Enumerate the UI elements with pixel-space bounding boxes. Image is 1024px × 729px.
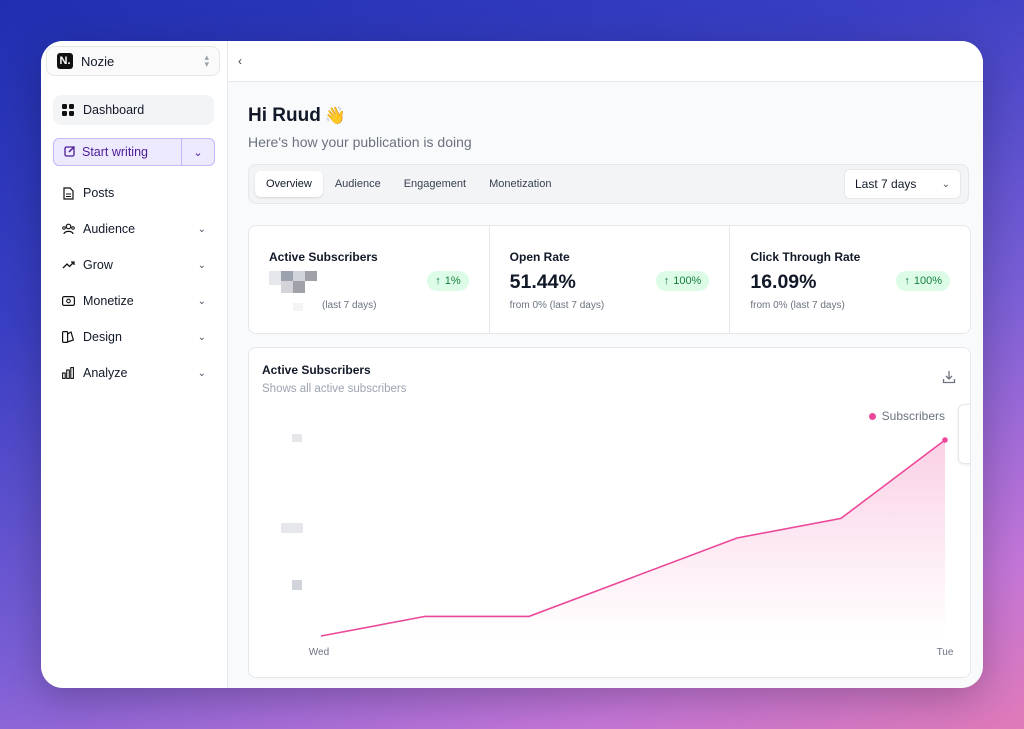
chart-legend: Subscribers: [868, 409, 945, 423]
date-range-value: Last 7 days: [855, 177, 917, 191]
greeting-text: Hi Ruud: [248, 105, 321, 126]
subscribers-chart-card: Wed Tue Active Subscribers Shows all acti…: [248, 347, 971, 678]
chevron-left-icon: ‹: [238, 54, 242, 68]
change-badge: ↑ 1%: [427, 271, 469, 291]
stat-click-through-rate: Click Through Rate 16.09% from 0% (last …: [730, 226, 970, 333]
stat-subtext: from 0% (last 7 days): [750, 300, 845, 311]
pencil-square-icon: [64, 145, 76, 160]
stat-value: 16.09%: [750, 271, 817, 293]
tab-bar: Overview Audience Engagement Monetizatio…: [248, 164, 969, 204]
change-value: 1%: [444, 275, 461, 287]
start-writing-label: Start writing: [82, 145, 148, 159]
app-window: N. Nozie ▴ ▾ Dashboard Start writing ⌄: [41, 41, 983, 688]
stat-title: Click Through Rate: [750, 250, 861, 264]
legend-label: Subscribers: [881, 409, 945, 423]
sidebar-item-label: Monetize: [83, 294, 134, 308]
start-writing-button[interactable]: Start writing: [54, 139, 181, 165]
sidebar-item-label: Analyze: [83, 366, 128, 380]
wave-emoji-icon: 👋: [324, 106, 346, 125]
sidebar-item-label: Dashboard: [83, 103, 145, 117]
tab-engagement[interactable]: Engagement: [403, 178, 467, 190]
sidebar-item-posts[interactable]: Posts: [53, 178, 214, 208]
arrow-up-icon: ↑: [435, 275, 441, 287]
people-icon: [61, 222, 75, 236]
start-writing-dropdown[interactable]: ⌄: [181, 139, 214, 165]
subscribers-chart: Wed Tue: [309, 437, 954, 658]
download-icon[interactable]: [942, 370, 956, 384]
chevron-down-icon: ⌄: [197, 367, 206, 379]
top-bar: ‹: [228, 41, 983, 82]
stat-value: 51.44%: [509, 271, 576, 293]
chevron-down-icon: ⌄: [197, 259, 206, 271]
publication-name: Nozie: [81, 53, 115, 69]
stats-row: Active Subscribers (last 7 days) ↑ 1%: [248, 225, 971, 334]
main-content: ‹ Hi Ruud 👋 Here's how your publication i…: [228, 41, 983, 688]
data-point-active[interactable]: [942, 437, 948, 443]
sidebar-item-audience[interactable]: Audience ⌄: [53, 214, 214, 244]
brand-logo: N.: [57, 53, 73, 69]
sidebar-item-monetize[interactable]: Monetize ⌄: [53, 286, 214, 316]
trend-up-icon: [61, 258, 75, 272]
tab-monetization[interactable]: Monetization: [489, 178, 552, 190]
bar-chart-icon: [61, 366, 75, 380]
sidebar-item-analyze[interactable]: Analyze ⌄: [53, 358, 214, 388]
chevron-down-icon: ⌄: [197, 295, 206, 307]
document-icon: [61, 186, 75, 200]
chevron-down-icon: ⌄: [193, 146, 203, 159]
palette-icon: [61, 330, 75, 344]
redacted-y-tick: [292, 580, 302, 590]
sidebar: N. Nozie ▴ ▾ Dashboard Start writing ⌄: [41, 41, 228, 688]
tab-audience[interactable]: Audience: [334, 178, 381, 190]
sidebar-item-label: Grow: [83, 258, 113, 272]
series-area: [321, 440, 945, 636]
sidebar-item-label: Posts: [83, 186, 115, 200]
change-badge: ↑ 100%: [655, 271, 710, 291]
chart-subtitle: Shows all active subscribers: [262, 383, 407, 395]
grid-icon: [61, 103, 75, 117]
stat-title: Active Subscribers: [269, 250, 378, 264]
chart-title: Active Subscribers: [262, 363, 371, 377]
chevron-down-icon: ⌄: [941, 178, 950, 190]
money-icon: [61, 294, 75, 308]
redacted-y-tick: [281, 523, 303, 533]
chart-tooltip: [958, 404, 970, 464]
arrow-up-icon: ↑: [904, 275, 910, 287]
change-badge: ↑ 100%: [896, 271, 951, 291]
chevron-down-icon: ⌄: [197, 223, 206, 235]
stat-open-rate: Open Rate 51.44% from 0% (last 7 days) ↑…: [490, 226, 731, 333]
sidebar-item-design[interactable]: Design ⌄: [53, 322, 214, 352]
sidebar-item-label: Audience: [83, 222, 136, 236]
chevron-updown-icon: ▴ ▾: [204, 52, 209, 69]
stat-subtext: (last 7 days): [322, 300, 377, 311]
series-line-subscribers: [320, 439, 946, 637]
sidebar-item-dashboard[interactable]: Dashboard: [53, 95, 214, 125]
sidebar-item-grow[interactable]: Grow ⌄: [53, 250, 214, 280]
redacted-y-tick: [292, 434, 302, 442]
stat-active-subscribers: Active Subscribers (last 7 days) ↑ 1%: [249, 226, 490, 333]
redacted-value: [269, 271, 317, 311]
change-value: 100%: [673, 275, 702, 287]
sidebar-item-label: Design: [83, 330, 122, 344]
stat-title: Open Rate: [509, 250, 570, 264]
stat-subtext: from 0% (last 7 days): [509, 300, 605, 311]
tab-overview[interactable]: Overview: [255, 171, 323, 197]
collapse-sidebar-button[interactable]: ‹: [229, 48, 251, 74]
page-subtitle: Here's how your publication is doing: [248, 134, 472, 150]
x-tick-label: Wed: [309, 647, 329, 658]
date-range-select[interactable]: Last 7 days ⌄: [844, 169, 961, 199]
change-value: 100%: [913, 275, 943, 287]
page-title: Hi Ruud 👋: [248, 105, 346, 127]
x-tick-label: Tue: [937, 647, 954, 658]
legend-swatch: [868, 412, 876, 420]
arrow-up-icon: ↑: [663, 275, 670, 287]
publication-switcher[interactable]: N. Nozie ▴ ▾: [46, 46, 220, 76]
start-writing-group: Start writing ⌄: [53, 138, 215, 166]
chevron-down-icon: ⌄: [197, 331, 206, 343]
